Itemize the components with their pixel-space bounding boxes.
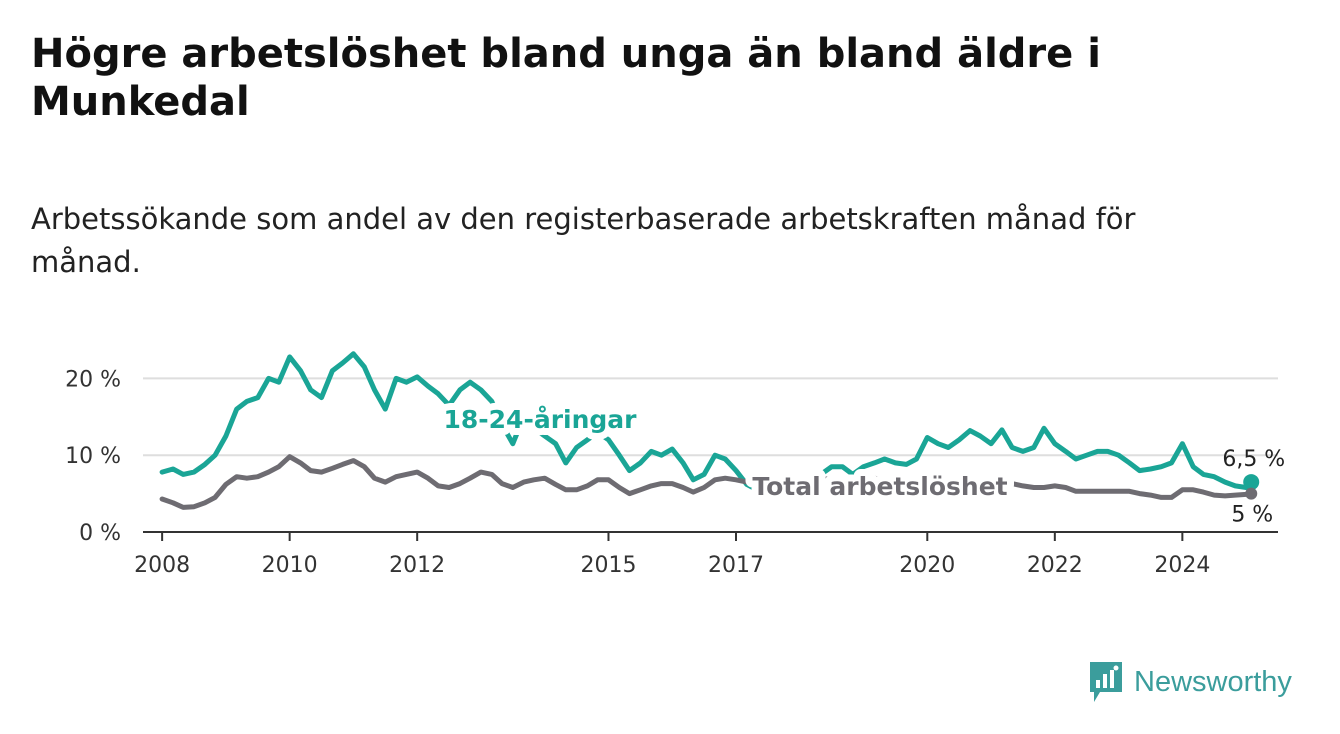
series-labels: 18-24-åringar Total arbetslöshet 6,5 % 5… [437, 398, 1286, 528]
x-tick-label: 2020 [899, 553, 955, 578]
end-value-label-total: 5 % [1231, 503, 1273, 528]
chart-title: Högre arbetslöshet bland unga än bland ä… [31, 31, 1101, 125]
x-tick-label: 2008 [134, 553, 190, 578]
series-label-youth: 18-24-åringar [444, 405, 638, 434]
series-line-youth [159, 351, 1254, 500]
x-tick-label: 2024 [1154, 553, 1210, 578]
brand-name: Newsworthy [1134, 665, 1292, 698]
y-tick-label: 0 % [79, 521, 121, 546]
x-tick-label: 2012 [389, 553, 445, 578]
chart-subtitle: Arbetssökande som andel av den registerb… [31, 202, 1136, 279]
x-tick-label: 2017 [708, 553, 764, 578]
newsworthy-logo-icon [1090, 662, 1122, 702]
y-tick-label: 20 % [65, 367, 121, 392]
x-axis: 2008 2010 2012 2015 2017 2020 2022 2024 [134, 531, 1278, 578]
end-point-youth [1243, 474, 1260, 491]
y-axis: 0 % 10 % 20 % [65, 367, 121, 546]
series-lines [159, 351, 1260, 510]
y-tick-label: 10 % [65, 444, 121, 469]
end-value-label-youth: 6,5 % [1222, 447, 1285, 472]
x-tick-label: 2022 [1027, 553, 1083, 578]
end-point-total [1245, 487, 1258, 500]
brand-logo: Newsworthy [1088, 660, 1292, 704]
series-line-total [159, 454, 1254, 510]
series-label-total: Total arbetslöshet [752, 472, 1007, 501]
x-tick-label: 2010 [262, 553, 318, 578]
x-tick-label: 2015 [580, 553, 636, 578]
